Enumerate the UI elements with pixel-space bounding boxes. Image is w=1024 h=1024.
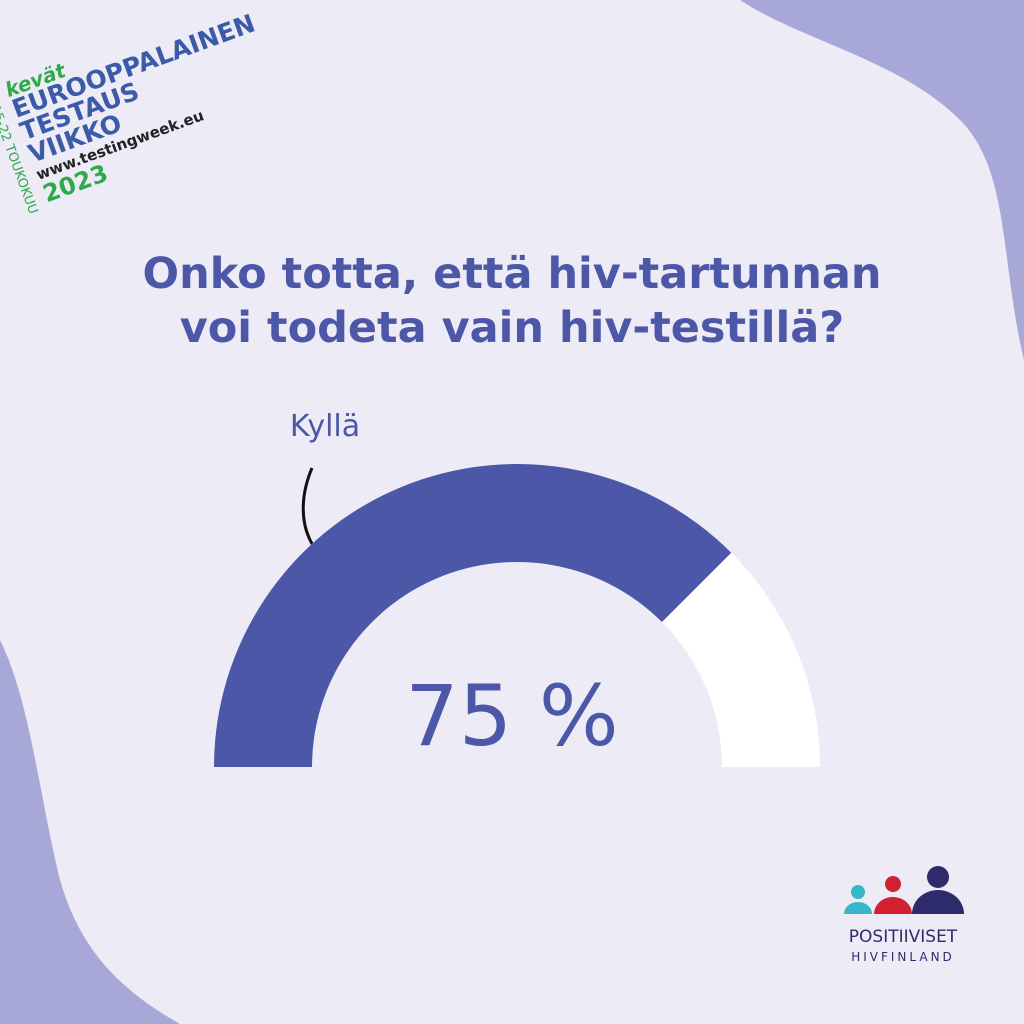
gauge-fill	[214, 463, 732, 767]
icon	[844, 902, 872, 914]
bg-blob	[0, 640, 180, 1024]
icon	[912, 890, 964, 914]
bg-blob	[740, 0, 1024, 360]
icon	[874, 897, 912, 914]
chart-title: voi todeta vain hiv-testillä?	[180, 303, 845, 353]
gauge: 75 %	[214, 463, 820, 767]
icon	[927, 866, 949, 888]
value-label: 75 %	[405, 667, 618, 765]
brand-sub: HIVFINLAND	[851, 950, 955, 964]
icon	[885, 876, 901, 892]
logo: kevät EUROOPPALAINEN TESTAUS VIIKKO www.…	[0, 9, 259, 217]
icon	[851, 885, 865, 899]
category-label: Kyllä	[290, 409, 360, 444]
brand-name: POSITIIVISET	[849, 927, 958, 947]
chart-title: Onko totta, että hiv-tartunnan	[143, 249, 882, 299]
brand-logo: POSITIIVISET HIVFINLAND	[844, 866, 964, 964]
